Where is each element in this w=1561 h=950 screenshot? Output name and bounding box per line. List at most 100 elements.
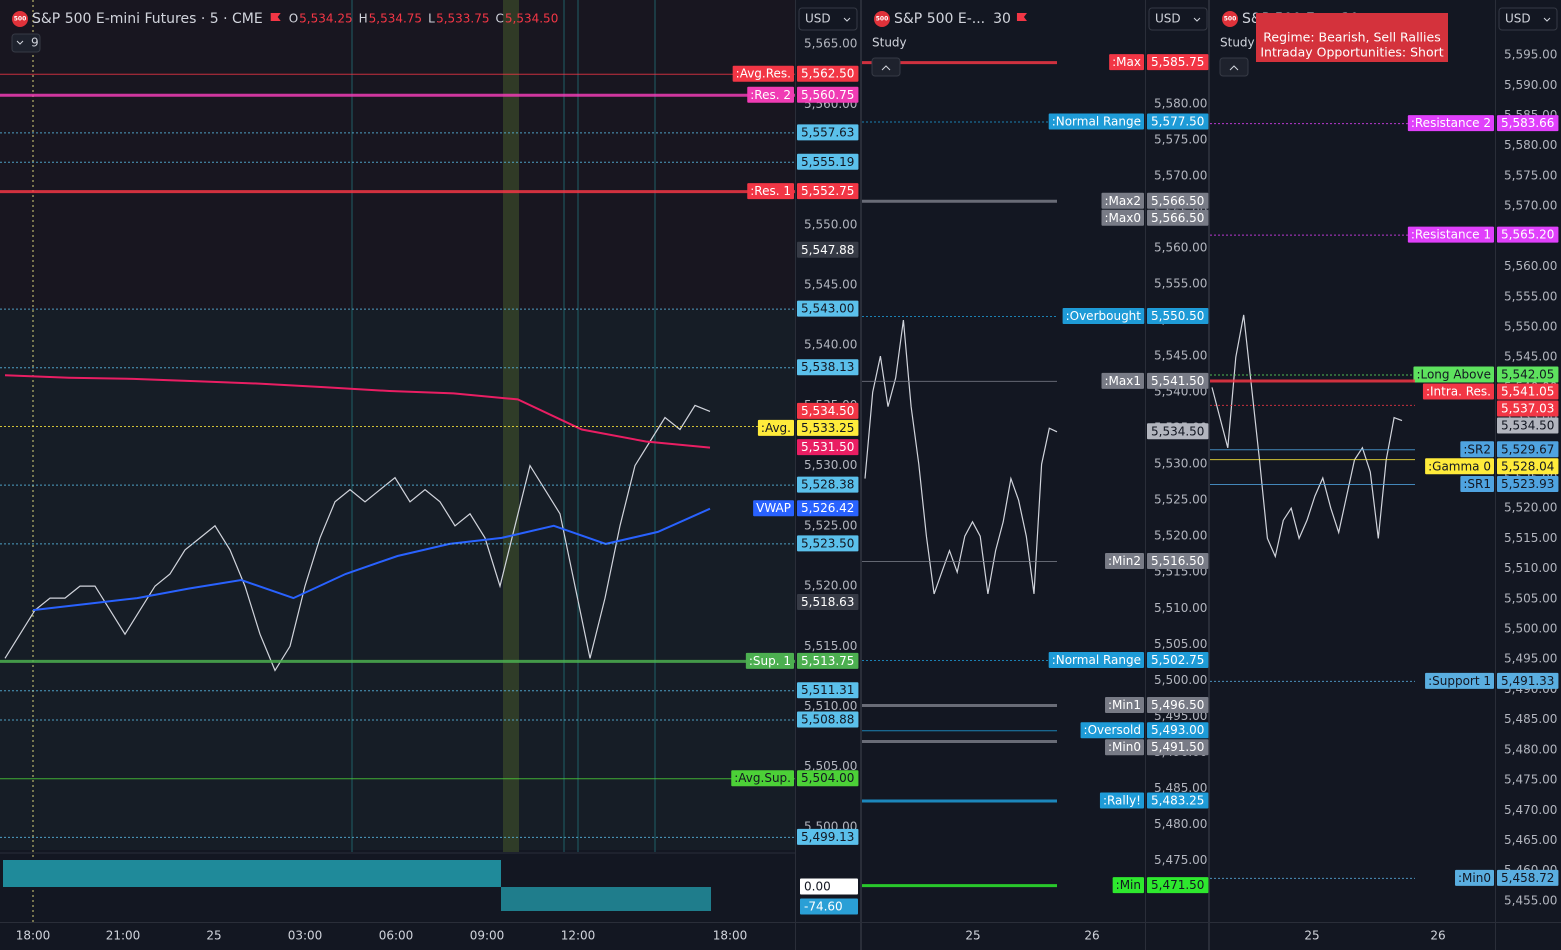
label-bg [1460,441,1494,458]
chevron [1193,17,1201,22]
y-tick-label: 5,595.00 [1504,48,1557,62]
level-name: :Gamma 0 [1428,459,1491,473]
y-tick-label: 5,480.00 [1154,817,1207,831]
y-tick-label: 5,580.00 [1154,97,1207,111]
price-label: 5,543.00 [801,302,854,316]
time-label: 25 [206,929,221,943]
time-label: 03:00 [288,929,323,943]
label-bg [753,500,794,517]
label-bg [1147,209,1209,226]
level-name: :Oversold [1084,723,1141,737]
label-bg [800,878,858,895]
y-tick-label: 5,570.00 [1154,169,1207,183]
price-label: 5,471.50 [1151,878,1204,892]
currency-select[interactable] [1148,7,1208,31]
price-label: 5,577.50 [1151,115,1204,129]
label-bg [1497,226,1559,243]
price-label: 5,504.00 [801,771,854,785]
badge: 9 [31,36,39,50]
symbol-icon [874,11,890,27]
level-name: :Avg.Sup. [734,771,791,785]
session-band [503,0,519,852]
label-bg [797,500,859,517]
label-bg [1099,792,1144,809]
y-tick-label: 5,590.00 [1504,78,1557,92]
price-label: 5,516.50 [1151,554,1204,568]
currency: USD [1155,12,1181,26]
time-label: 21:00 [106,929,141,943]
label-bg [1147,372,1209,389]
label-bg [757,419,794,436]
regime-box [1256,13,1448,62]
price-line [864,320,1058,595]
y-tick-label: 5,500.00 [1504,622,1557,636]
price-label: 5,583.66 [1501,116,1554,130]
currency-select[interactable] [798,7,858,31]
y-tick-label: 5,545.00 [1504,350,1557,364]
label-bg [1425,672,1494,689]
time-label: 18:00 [16,929,51,943]
ohlc-key: O [289,12,298,26]
y-tick-label: 5,500.00 [1154,673,1207,687]
y-tick-label: 5,505.00 [804,759,857,773]
label-bg [1497,672,1559,689]
ohlc-value: 5,533.75 [436,12,489,26]
flag-icon [270,13,281,21]
study-label: Study [1220,36,1255,50]
y-tick-label: 5,485.00 [1154,781,1207,795]
label-bg [1497,417,1559,434]
y-tick-label: 5,520.00 [1504,501,1557,515]
flag-icon [1016,13,1027,21]
symbol-icon-text: 500 [876,16,889,23]
price-label: 5,523.93 [1501,477,1554,491]
label-bg [1147,308,1209,325]
label-bg [797,476,859,493]
price-line [1211,314,1403,559]
level-name: :Max0 [1105,211,1142,225]
y-tick-label: 5,520.00 [804,579,857,593]
level-name: :SR2 [1463,442,1491,456]
level-name: :Support 1 [1428,674,1491,688]
level-name: :SR1 [1463,477,1491,491]
level-name: :Avg. [761,421,791,435]
time-label: 25 [1304,929,1319,943]
price-label: 5,493.00 [1151,723,1204,737]
label-bg [1062,308,1145,325]
y-tick-label: 5,525.00 [804,518,857,532]
price-label: 5,491.33 [1501,674,1554,688]
level-name: :Sup. 1 [749,654,791,668]
y-tick-label: 5,525.00 [1154,493,1207,507]
y-tick-label: 5,530.00 [804,458,857,472]
label-bg [1048,651,1144,668]
range-zone [0,310,795,850]
label-bg [1147,877,1209,894]
price-label: 5,542.05 [1501,367,1554,381]
label-bg [797,65,859,82]
label-bg [1460,475,1494,492]
price-label: 5,508.88 [801,712,854,726]
label-bg [1147,792,1209,809]
label-bg [1048,113,1144,130]
price-label: 5,541.05 [1501,384,1554,398]
y-tick-label: 5,455.00 [1504,893,1557,907]
vwap-line [32,507,711,612]
label-bg [1105,697,1144,714]
y-tick-label: 5,480.00 [1504,742,1557,756]
y-tick-label: 5,495.00 [1504,652,1557,666]
collapse-button [11,33,41,53]
label-bg [797,439,859,456]
time-label: 09:00 [470,929,505,943]
label-bg [797,652,859,669]
y-tick-label: 5,470.00 [1504,803,1557,817]
y-tick-label: 5,570.00 [1504,199,1557,213]
symbol-icon-text: 500 [1224,16,1237,23]
currency-select[interactable] [1498,7,1558,31]
label-bg [1147,739,1209,756]
price-label: 5,534.50 [1151,424,1204,438]
level-name: :Min0 [1458,871,1491,885]
label-bg [1109,54,1144,71]
label-bg [1497,475,1559,492]
label-bg [1080,722,1144,739]
price-label: 5,531.50 [801,440,854,454]
